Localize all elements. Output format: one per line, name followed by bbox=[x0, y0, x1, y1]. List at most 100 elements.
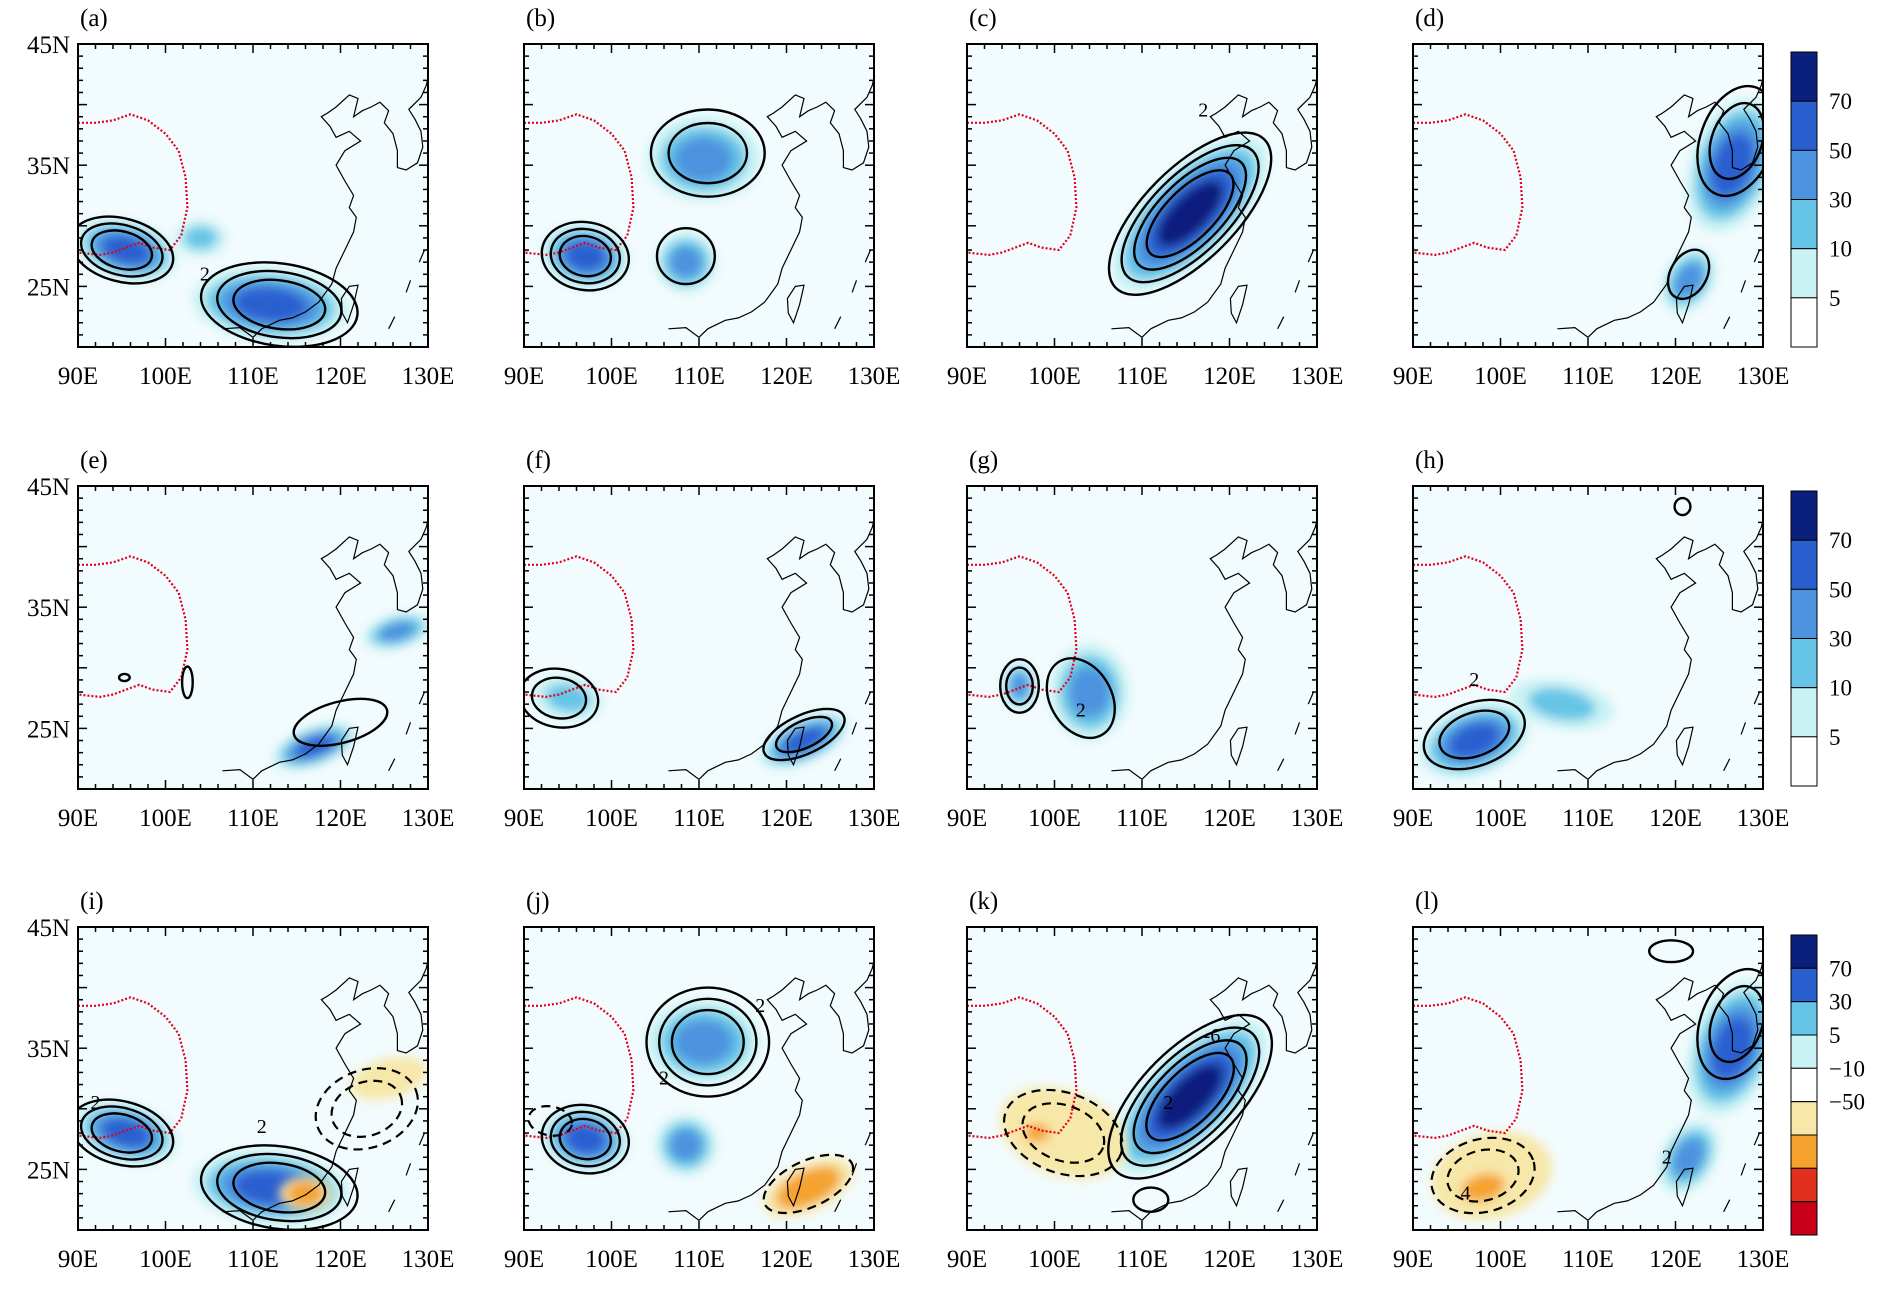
longitude-label: 100E bbox=[139, 805, 192, 832]
negative-contour bbox=[1446, 1148, 1520, 1203]
longitude-label: 110E bbox=[673, 1246, 725, 1273]
longitude-label: 100E bbox=[585, 1246, 638, 1273]
island-segment bbox=[1277, 1199, 1285, 1213]
longitude-label: 120E bbox=[1203, 805, 1256, 832]
island-segment bbox=[834, 1199, 842, 1213]
panel-label: (c) bbox=[969, 5, 997, 32]
colorbar-swatch bbox=[1790, 248, 1818, 299]
longitude-label: 130E bbox=[1291, 1246, 1344, 1273]
shaded-anomaly bbox=[763, 1158, 854, 1217]
positive-contour bbox=[216, 1152, 343, 1223]
shaded-anomaly bbox=[1453, 1168, 1513, 1207]
plateau-boundary bbox=[78, 555, 189, 699]
colorbar-swatch bbox=[1790, 638, 1818, 689]
positive-contour bbox=[90, 1112, 154, 1154]
map-panel: 4 2 90E 100E 110E 120E 130E (l) bbox=[1393, 888, 1790, 1273]
positive-contour bbox=[670, 1008, 745, 1076]
coastline bbox=[1229, 1167, 1248, 1208]
shaded-anomaly bbox=[1658, 1120, 1719, 1194]
shaded-anomaly bbox=[533, 675, 603, 721]
longitude-label: 100E bbox=[1028, 805, 1081, 832]
longitude-label: 90E bbox=[58, 1246, 98, 1273]
shaded-anomaly bbox=[363, 612, 428, 651]
longitude-label: 90E bbox=[504, 805, 544, 832]
colorbar-swatch bbox=[1790, 1167, 1818, 1203]
latitude-label: 35N bbox=[27, 153, 70, 180]
longitude-label: 130E bbox=[1737, 1246, 1790, 1273]
colorbar-swatch bbox=[1790, 297, 1818, 348]
colorbar-tick-label: 30 bbox=[1829, 188, 1852, 213]
latitude-label: 25N bbox=[27, 1157, 70, 1184]
positive-contour bbox=[645, 986, 771, 1098]
positive-contour bbox=[524, 667, 600, 729]
coastline bbox=[1675, 1167, 1694, 1208]
longitude-label: 130E bbox=[1737, 805, 1790, 832]
colorbar-tick-label: 30 bbox=[1829, 990, 1852, 1015]
positive-contour bbox=[1119, 1026, 1261, 1167]
map-panel: 90E 100E 110E 120E 130E (d) bbox=[1393, 5, 1790, 390]
map-panel: 2 2 90E 100E 110E 120E 130E 45N 35N 25N (i) bbox=[27, 888, 454, 1273]
contour-label: 2 bbox=[91, 1092, 101, 1114]
positive-contour bbox=[1107, 1013, 1274, 1180]
coastline bbox=[786, 726, 805, 767]
longitude-label: 130E bbox=[848, 1246, 901, 1273]
longitude-label: 100E bbox=[1474, 805, 1527, 832]
longitude-label: 90E bbox=[1393, 805, 1433, 832]
positive-contour bbox=[216, 269, 343, 340]
island-segment bbox=[1277, 316, 1285, 330]
island-segment bbox=[418, 249, 426, 263]
longitude-label: 120E bbox=[760, 805, 813, 832]
coastline bbox=[1111, 77, 1317, 339]
longitude-label: 100E bbox=[139, 1246, 192, 1273]
longitude-label: 90E bbox=[947, 363, 987, 390]
coastline bbox=[222, 77, 428, 339]
colorbar-swatch bbox=[1790, 934, 1818, 969]
island-segment bbox=[1307, 1132, 1315, 1146]
colorbar-swatch bbox=[1790, 687, 1818, 738]
colorbar-swatch bbox=[1790, 1101, 1818, 1136]
shaded-anomaly bbox=[1112, 1019, 1268, 1175]
shaded-anomaly bbox=[655, 231, 717, 293]
longitude-label: 90E bbox=[1393, 363, 1433, 390]
map-panel: 90E 100E 110E 120E 130E (b) bbox=[504, 5, 901, 390]
coastline bbox=[668, 77, 874, 339]
latitude-label: 35N bbox=[27, 1036, 70, 1063]
shaded-anomaly bbox=[78, 218, 178, 282]
coastline bbox=[340, 726, 359, 767]
island-segment bbox=[388, 758, 396, 772]
shaded-anomaly bbox=[999, 1087, 1127, 1179]
longitude-label: 110E bbox=[1562, 805, 1614, 832]
longitude-label: 130E bbox=[1737, 363, 1790, 390]
island-segment bbox=[1307, 249, 1315, 263]
plateau-boundary bbox=[78, 996, 189, 1140]
contour-label: -6 bbox=[1204, 1025, 1221, 1047]
colorbar-swatch bbox=[1790, 490, 1818, 541]
coastline bbox=[222, 960, 428, 1222]
shaded-anomaly bbox=[174, 219, 227, 257]
island-segment bbox=[1753, 1132, 1761, 1146]
island-segment bbox=[834, 316, 842, 330]
positive-contour bbox=[1422, 698, 1526, 771]
coastline bbox=[1111, 960, 1317, 1222]
negative-contour bbox=[330, 1079, 404, 1138]
negative-contour bbox=[314, 1067, 419, 1151]
longitude-label: 120E bbox=[1649, 1246, 1702, 1273]
positive-contour bbox=[1438, 709, 1511, 760]
colorbar-swatch bbox=[1790, 199, 1818, 250]
island-segment bbox=[851, 722, 858, 735]
map-background bbox=[967, 486, 1317, 789]
positive-contour bbox=[549, 1110, 621, 1168]
panel-label: (j) bbox=[526, 888, 550, 915]
positive-contour bbox=[1145, 1051, 1236, 1142]
colorbar-tick-label: 70 bbox=[1829, 89, 1852, 114]
positive-contour bbox=[79, 1105, 164, 1161]
longitude-label: 100E bbox=[585, 805, 638, 832]
colorbar-tick-label: −50 bbox=[1829, 1090, 1865, 1115]
island-segment bbox=[405, 722, 412, 735]
island-segment bbox=[1294, 1163, 1301, 1176]
contour-label: 2 bbox=[257, 1116, 267, 1138]
positive-contour bbox=[1132, 1186, 1170, 1213]
longitude-label: 120E bbox=[760, 363, 813, 390]
longitude-label: 110E bbox=[227, 805, 279, 832]
